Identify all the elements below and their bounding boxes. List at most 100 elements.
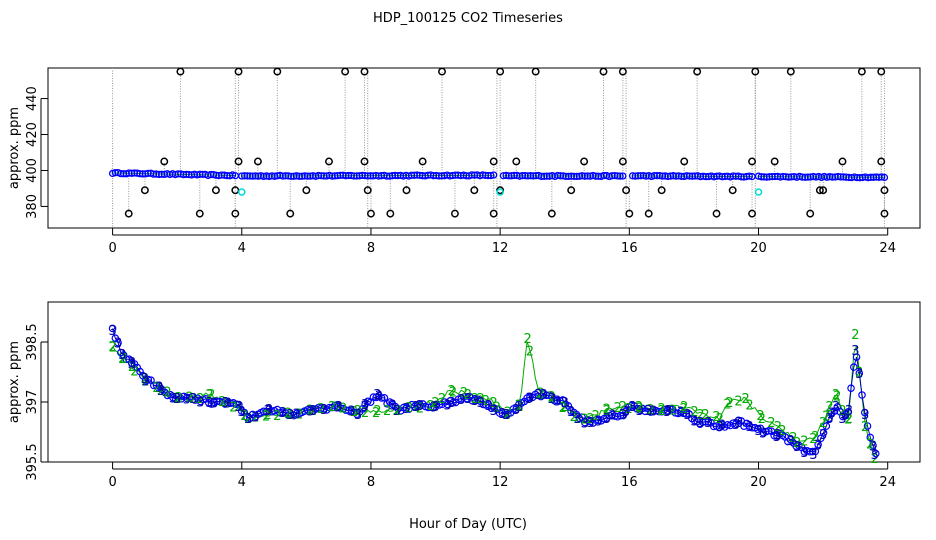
series-2-label: 2 [431,396,439,411]
series-3-label: 3 [279,406,287,421]
calibration-point [748,209,757,218]
series-3-point [811,447,820,456]
series-3-label: 3 [354,408,362,423]
calibration-point [438,67,446,76]
series-3-label: 3 [735,416,743,431]
top-panel-frame [47,67,921,229]
bottom-y-tick-label: 397 [25,390,40,415]
series-2-label: 2 [383,404,391,419]
series-3-label: 3 [704,416,712,431]
bottom-panel-frame [47,301,921,463]
series-3-label: 3 [828,407,836,422]
bottom-x-tick-label: 24 [879,475,896,490]
calibration-point [786,67,795,76]
bottom-x-tick-label: 16 [621,475,638,490]
series-2-label: 2 [734,394,742,409]
series-2-label: 2 [416,401,424,416]
series-2-label: 2 [614,401,622,416]
series-2-label: 2 [393,404,401,419]
series-2-label: 2 [350,405,358,420]
calibration-point [234,67,243,76]
series-3-label: 3 [754,424,762,439]
series-2-label: 2 [207,388,215,403]
series-3-label: 3 [718,419,726,434]
series-3-label: 3 [819,428,827,443]
series-3-label: 3 [173,392,181,407]
series-2-label: 2 [354,404,362,419]
calibration-point [693,67,702,76]
calibration-point [806,209,815,218]
series-2-label: 2 [774,420,782,435]
series-2-label: 2 [306,404,314,419]
series-2-label: 2 [339,402,347,417]
top-y-tick-label: 420 [25,122,40,147]
series-3-label: 3 [430,401,438,416]
series-3-label: 3 [561,396,569,411]
calibration-point [231,209,240,218]
top-x-tick-label: 24 [879,241,896,256]
series-3-label: 3 [443,398,451,413]
series-3-point [699,418,707,426]
series-2-label: 2 [819,416,827,431]
series-3-point [226,399,235,407]
series-3-label: 3 [622,405,630,420]
series-3-label: 3 [205,396,213,411]
series-3-label: 3 [502,408,510,423]
series-3-label: 3 [690,415,698,430]
calibration-point [470,186,479,195]
series-3-point [764,427,773,435]
series-2-label: 2 [464,388,472,403]
series-3-point [808,447,817,456]
calibration-point [748,157,757,166]
series-2-label: 2 [581,413,589,428]
series-2-label: 2 [244,412,252,427]
series-3-point [860,408,869,417]
series-2-label: 2 [574,412,582,427]
series-2-label: 2 [592,409,600,424]
series-3-label: 3 [628,400,636,415]
top-y-tick-label: 380 [25,194,40,219]
series-2-label: 2 [679,402,687,417]
series-3-label: 3 [189,392,197,407]
series-2-label: 2 [141,374,149,389]
series-2-label: 2 [701,408,709,423]
series-3-label: 3 [696,416,704,431]
series-3-point [814,440,822,449]
series-2-label: 2 [635,400,643,415]
series-3-label: 3 [306,404,314,419]
calibration-point [712,209,721,218]
series-2-label: 2 [851,328,859,343]
series-2-label: 2 [603,404,611,419]
series-2-label: 2 [471,392,479,407]
series-2-label: 2 [152,381,160,396]
calibration-point [680,157,689,166]
calibration-point [815,186,824,195]
calibration-point [176,67,185,76]
series-3-label: 3 [759,427,767,442]
series-3-label: 3 [412,400,420,415]
calibration-point [547,209,556,218]
series-2-label: 2 [789,431,797,446]
series-2-label: 2 [603,403,611,418]
series-2-label: 2 [263,408,271,423]
series-3-point [869,441,877,450]
bottom-ylabel: approx. ppm [7,341,22,423]
series-3-point [114,338,122,347]
series-3-label: 3 [334,400,342,415]
series-3-point [866,433,875,442]
series-2-label: 2 [317,402,325,417]
series-2-label: 2 [328,400,336,415]
series-2-label: 2 [741,392,749,407]
series-3-point [847,384,855,393]
series-3-point [235,400,243,409]
series-2-label: 2 [262,410,270,425]
top-x-tick-label: 20 [750,241,767,256]
series-2-label: 2 [185,391,193,406]
series-2-label: 2 [286,408,294,423]
series-2-label: 2 [855,366,863,381]
series-2-label: 2 [548,390,556,405]
series-2-label: 2 [570,410,578,425]
cyan-point [754,188,763,196]
calibration-point [341,67,350,76]
series-3-label: 3 [108,324,116,339]
